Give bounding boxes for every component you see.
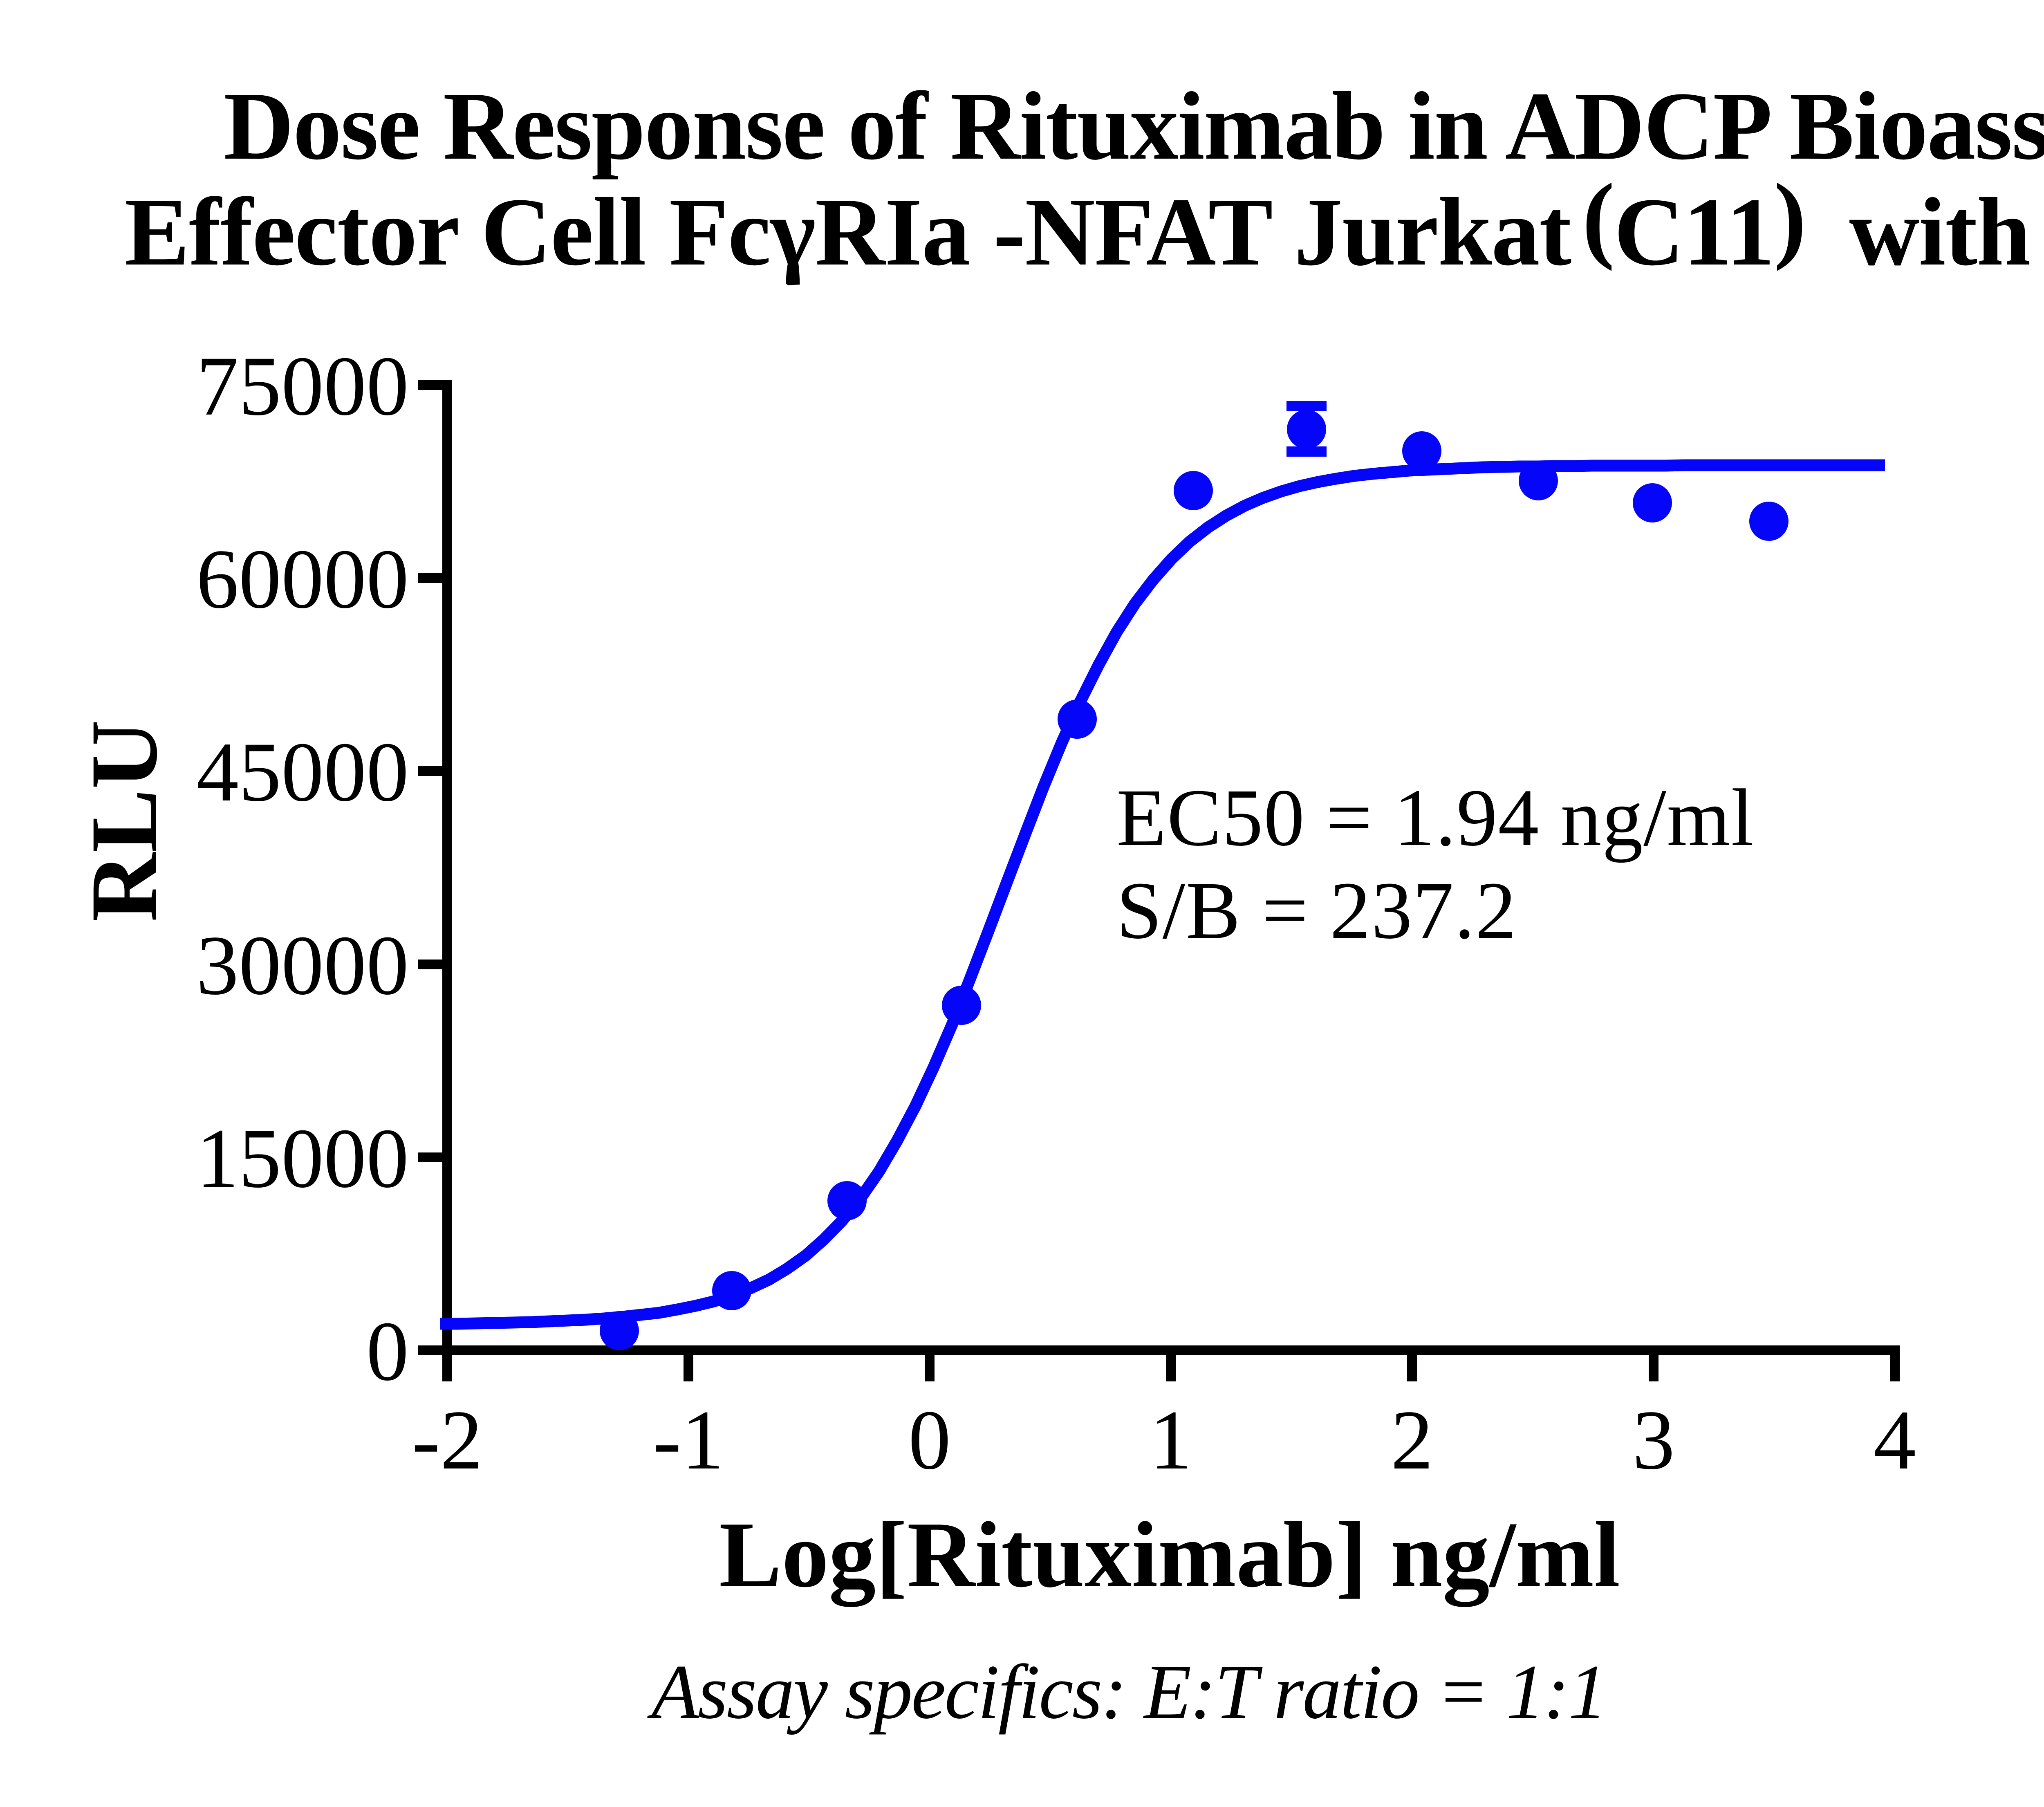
svg-text:Assay specifics: E:T ratio = 1: Assay specifics: E:T ratio = 1:1 xyxy=(647,1649,1606,1735)
svg-text:RLU: RLU xyxy=(71,720,177,922)
svg-text:45000: 45000 xyxy=(196,725,409,819)
svg-text:Log[Rituximab] ng/ml: Log[Rituximab] ng/ml xyxy=(719,1502,1620,1607)
svg-text:75000: 75000 xyxy=(196,339,409,433)
svg-text:30000: 30000 xyxy=(196,918,409,1012)
svg-text:Effector Cell FcγRIa -NFAT Jur: Effector Cell FcγRIa -NFAT Jurkat (C11) w… xyxy=(125,164,2044,286)
svg-text:3: 3 xyxy=(1632,1393,1675,1487)
svg-text:EC50 = 1.94 ng/ml: EC50 = 1.94 ng/ml xyxy=(1116,773,1755,863)
svg-text:Dose Response of Rituximab in: Dose Response of Rituximab in ADCP Bioas… xyxy=(224,72,2044,180)
svg-text:15000: 15000 xyxy=(196,1111,409,1205)
svg-text:1: 1 xyxy=(1150,1393,1192,1487)
svg-text:S/B = 237.2: S/B = 237.2 xyxy=(1116,865,1517,956)
svg-text:4: 4 xyxy=(1874,1393,1916,1487)
svg-text:0: 0 xyxy=(366,1304,409,1398)
svg-text:0: 0 xyxy=(908,1393,951,1487)
svg-text:-2: -2 xyxy=(412,1393,482,1487)
svg-text:-1: -1 xyxy=(653,1393,724,1487)
svg-text:2: 2 xyxy=(1391,1393,1433,1487)
svg-text:60000: 60000 xyxy=(196,532,409,626)
